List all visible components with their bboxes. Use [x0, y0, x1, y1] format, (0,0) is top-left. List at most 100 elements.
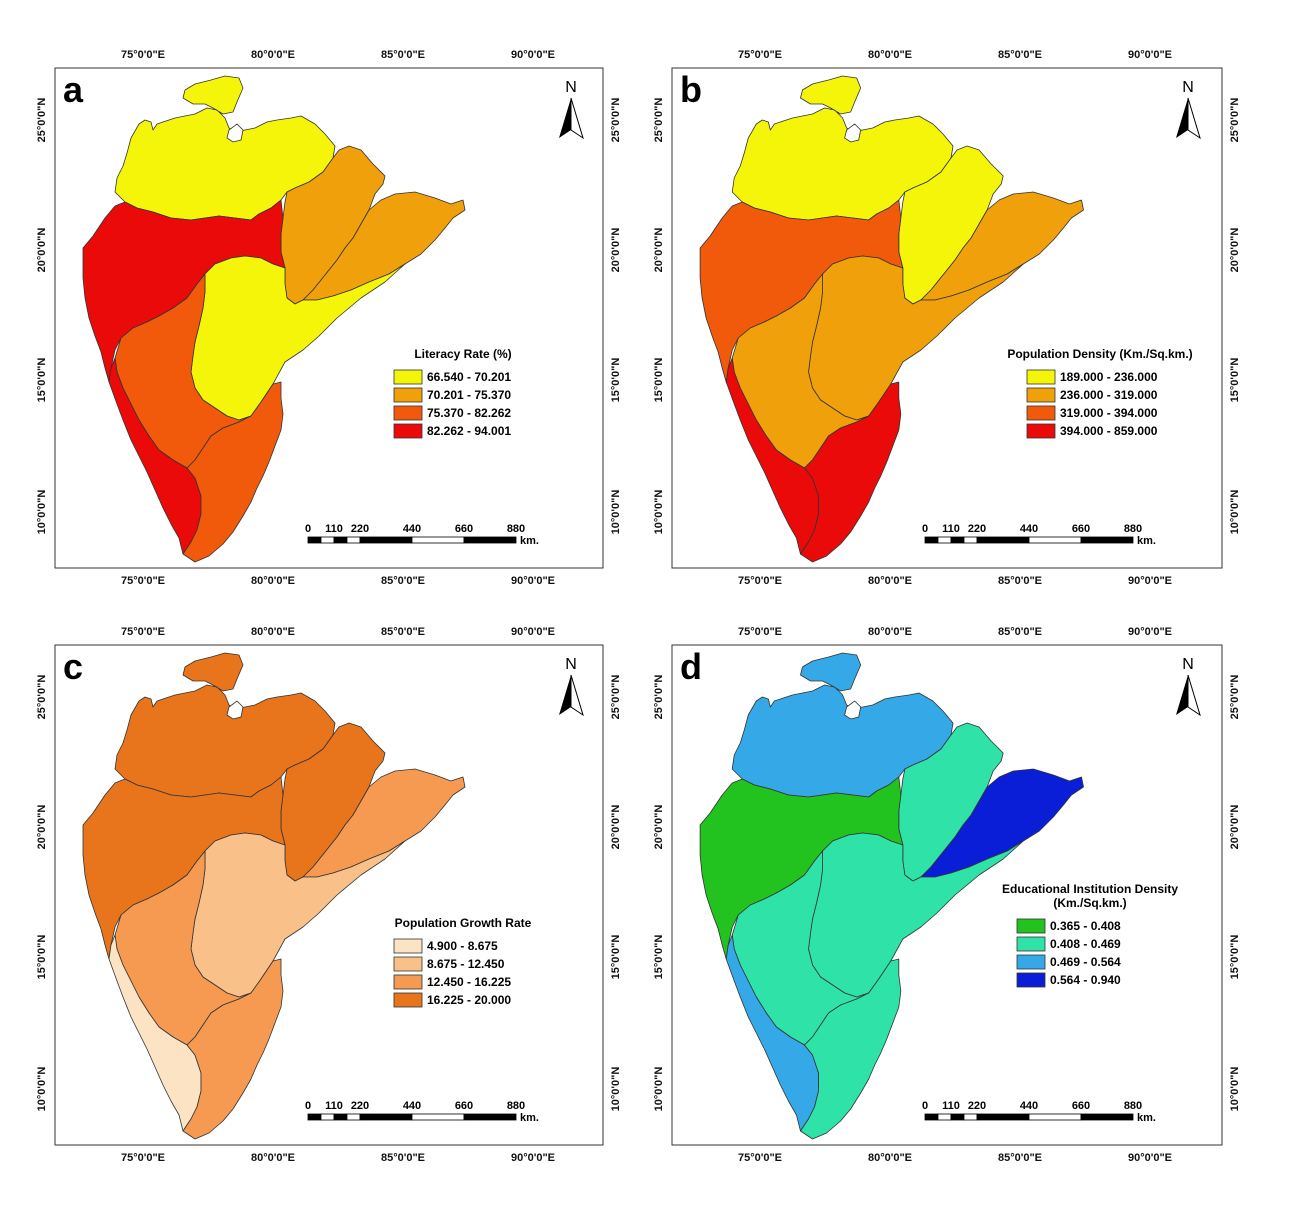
longitude-label-top: 85°0'0"E — [381, 49, 425, 61]
scale-bar-segment — [963, 1113, 978, 1121]
legend-title: Population Growth Rate — [395, 916, 532, 930]
scale-bar-segment — [411, 536, 465, 544]
legend: Literacy Rate (%) 66.540 - 70.201 70.201 -… — [393, 347, 512, 439]
panel-label: b — [680, 69, 702, 110]
longitude-label-top: 85°0'0"E — [998, 49, 1042, 61]
scale-bar-segment — [333, 536, 348, 544]
region-enclave — [844, 700, 862, 720]
scale-bar-tick: 110 — [325, 1100, 343, 1112]
north-label: N — [565, 656, 577, 673]
longitude-label-top: 80°0'0"E — [868, 49, 912, 61]
north-arrow-icon — [559, 98, 571, 138]
longitude-label-bottom: 80°0'0"E — [868, 575, 912, 587]
scale-bar-segment — [333, 1113, 348, 1121]
scale-bar-segment — [937, 1113, 952, 1121]
latitude-label-right: 15°0'0"N — [610, 358, 622, 403]
legend-swatch — [393, 992, 423, 1008]
latitude-label-left: 20°0'0"N — [36, 805, 48, 850]
legend-swatch — [1016, 954, 1046, 970]
latitude-label-right: 10°0'0"N — [1229, 1067, 1241, 1112]
north-arrow-icon — [1187, 97, 1201, 140]
scale-bar-segment — [463, 536, 517, 544]
longitude-label-bottom: 75°0'0"E — [738, 575, 782, 587]
latitude-label-right: 20°0'0"N — [1229, 805, 1241, 850]
scale-bar-tick: 110 — [942, 1100, 960, 1112]
latitude-label-right: 25°0'0"N — [1229, 98, 1241, 143]
scale-bar-segment — [937, 536, 952, 544]
legend-item-label: 75.370 - 82.262 — [427, 406, 511, 420]
region-map — [699, 75, 1084, 563]
scale-bar-segment — [463, 1113, 517, 1121]
scale-bar-unit: km. — [520, 1112, 539, 1124]
latitude-label-left: 15°0'0"N — [36, 935, 48, 980]
longitude-label-top: 75°0'0"E — [121, 626, 165, 638]
legend-swatch — [1026, 369, 1056, 385]
latitude-label-left: 15°0'0"N — [653, 358, 665, 403]
north-arrow-icon — [1176, 98, 1188, 138]
north-label: N — [1182, 656, 1194, 673]
latitude-label-left: 25°0'0"N — [653, 675, 665, 720]
longitude-label-bottom: 90°0'0"E — [511, 1152, 555, 1164]
longitude-label-bottom: 80°0'0"E — [251, 1152, 295, 1164]
region-enclave — [226, 123, 244, 143]
region-south-east — [800, 381, 902, 563]
longitude-label-top: 80°0'0"E — [251, 626, 295, 638]
scale-bar-tick: 110 — [942, 523, 960, 535]
latitude-label-left: 10°0'0"N — [36, 490, 48, 535]
legend-item-label: 82.262 - 94.001 — [427, 424, 511, 438]
map-panel-d: 75°0'0"E 75°0'0"E 80°0'0"E 80°0'0"E 85°0'0"E… — [653, 626, 1241, 1164]
scale-bar-tick: 220 — [968, 1100, 986, 1112]
legend-item-label: 12.450 - 16.225 — [427, 975, 511, 989]
map-panel-b: 75°0'0"E 75°0'0"E 80°0'0"E 80°0'0"E 85°0'0"E… — [653, 49, 1241, 587]
longitude-label-bottom: 85°0'0"E — [381, 575, 425, 587]
latitude-label-right: 20°0'0"N — [610, 805, 622, 850]
longitude-label-bottom: 85°0'0"E — [381, 1152, 425, 1164]
longitude-label-bottom: 80°0'0"E — [868, 1152, 912, 1164]
longitude-label-bottom: 85°0'0"E — [998, 1152, 1042, 1164]
legend-item-label: 8.675 - 12.450 — [427, 957, 505, 971]
scale-bar-tick: 440 — [1020, 523, 1038, 535]
latitude-label-left: 25°0'0"N — [653, 98, 665, 143]
latitude-label-right: 10°0'0"N — [1229, 490, 1241, 535]
scale-bar-segment — [1080, 536, 1134, 544]
latitude-label-left: 25°0'0"N — [36, 675, 48, 720]
map-panel-c: 75°0'0"E 75°0'0"E 80°0'0"E 80°0'0"E 85°0'0"E… — [36, 626, 622, 1164]
region-map — [699, 652, 1084, 1140]
scale-bar-tick: 440 — [1020, 1100, 1038, 1112]
legend-swatch — [393, 405, 423, 421]
legend-item-label: 16.225 - 20.000 — [427, 993, 511, 1007]
longitude-label-top: 90°0'0"E — [511, 49, 555, 61]
scale-bar-segment — [924, 1113, 939, 1121]
longitude-label-top: 85°0'0"E — [381, 626, 425, 638]
scale-bar-segment — [307, 536, 322, 544]
north-arrow-icon — [559, 675, 571, 715]
region-south-east — [182, 381, 284, 563]
legend-swatch — [393, 387, 423, 403]
latitude-label-right: 15°0'0"N — [1229, 358, 1241, 403]
latitude-label-right: 20°0'0"N — [1229, 228, 1241, 273]
legend-item-label: 236.000 - 319.000 — [1060, 388, 1158, 402]
scale-bar-tick: 880 — [507, 1100, 525, 1112]
legend-title: Literacy Rate (%) — [414, 347, 511, 361]
region-south-east — [182, 958, 284, 1140]
longitude-label-top: 75°0'0"E — [738, 49, 782, 61]
legend-title: (Km./Sq.km.) — [1053, 896, 1126, 910]
legend-title: Population Density (Km./Sq.km.) — [1007, 347, 1192, 361]
scale-bar-segment — [976, 1113, 1030, 1121]
longitude-label-top: 80°0'0"E — [868, 626, 912, 638]
scale-bar-tick: 660 — [1072, 523, 1090, 535]
region-map — [82, 75, 466, 563]
legend-swatch — [1026, 387, 1056, 403]
scale-bar-segment — [976, 536, 1030, 544]
legend-item-label: 70.201 - 75.370 — [427, 388, 511, 402]
longitude-label-bottom: 85°0'0"E — [998, 575, 1042, 587]
scale-bar-tick: 220 — [351, 523, 369, 535]
scale-bar-tick: 660 — [455, 523, 473, 535]
north-arrow-icon — [570, 674, 584, 717]
region-enclave — [226, 700, 244, 720]
panel-label: c — [63, 646, 83, 687]
